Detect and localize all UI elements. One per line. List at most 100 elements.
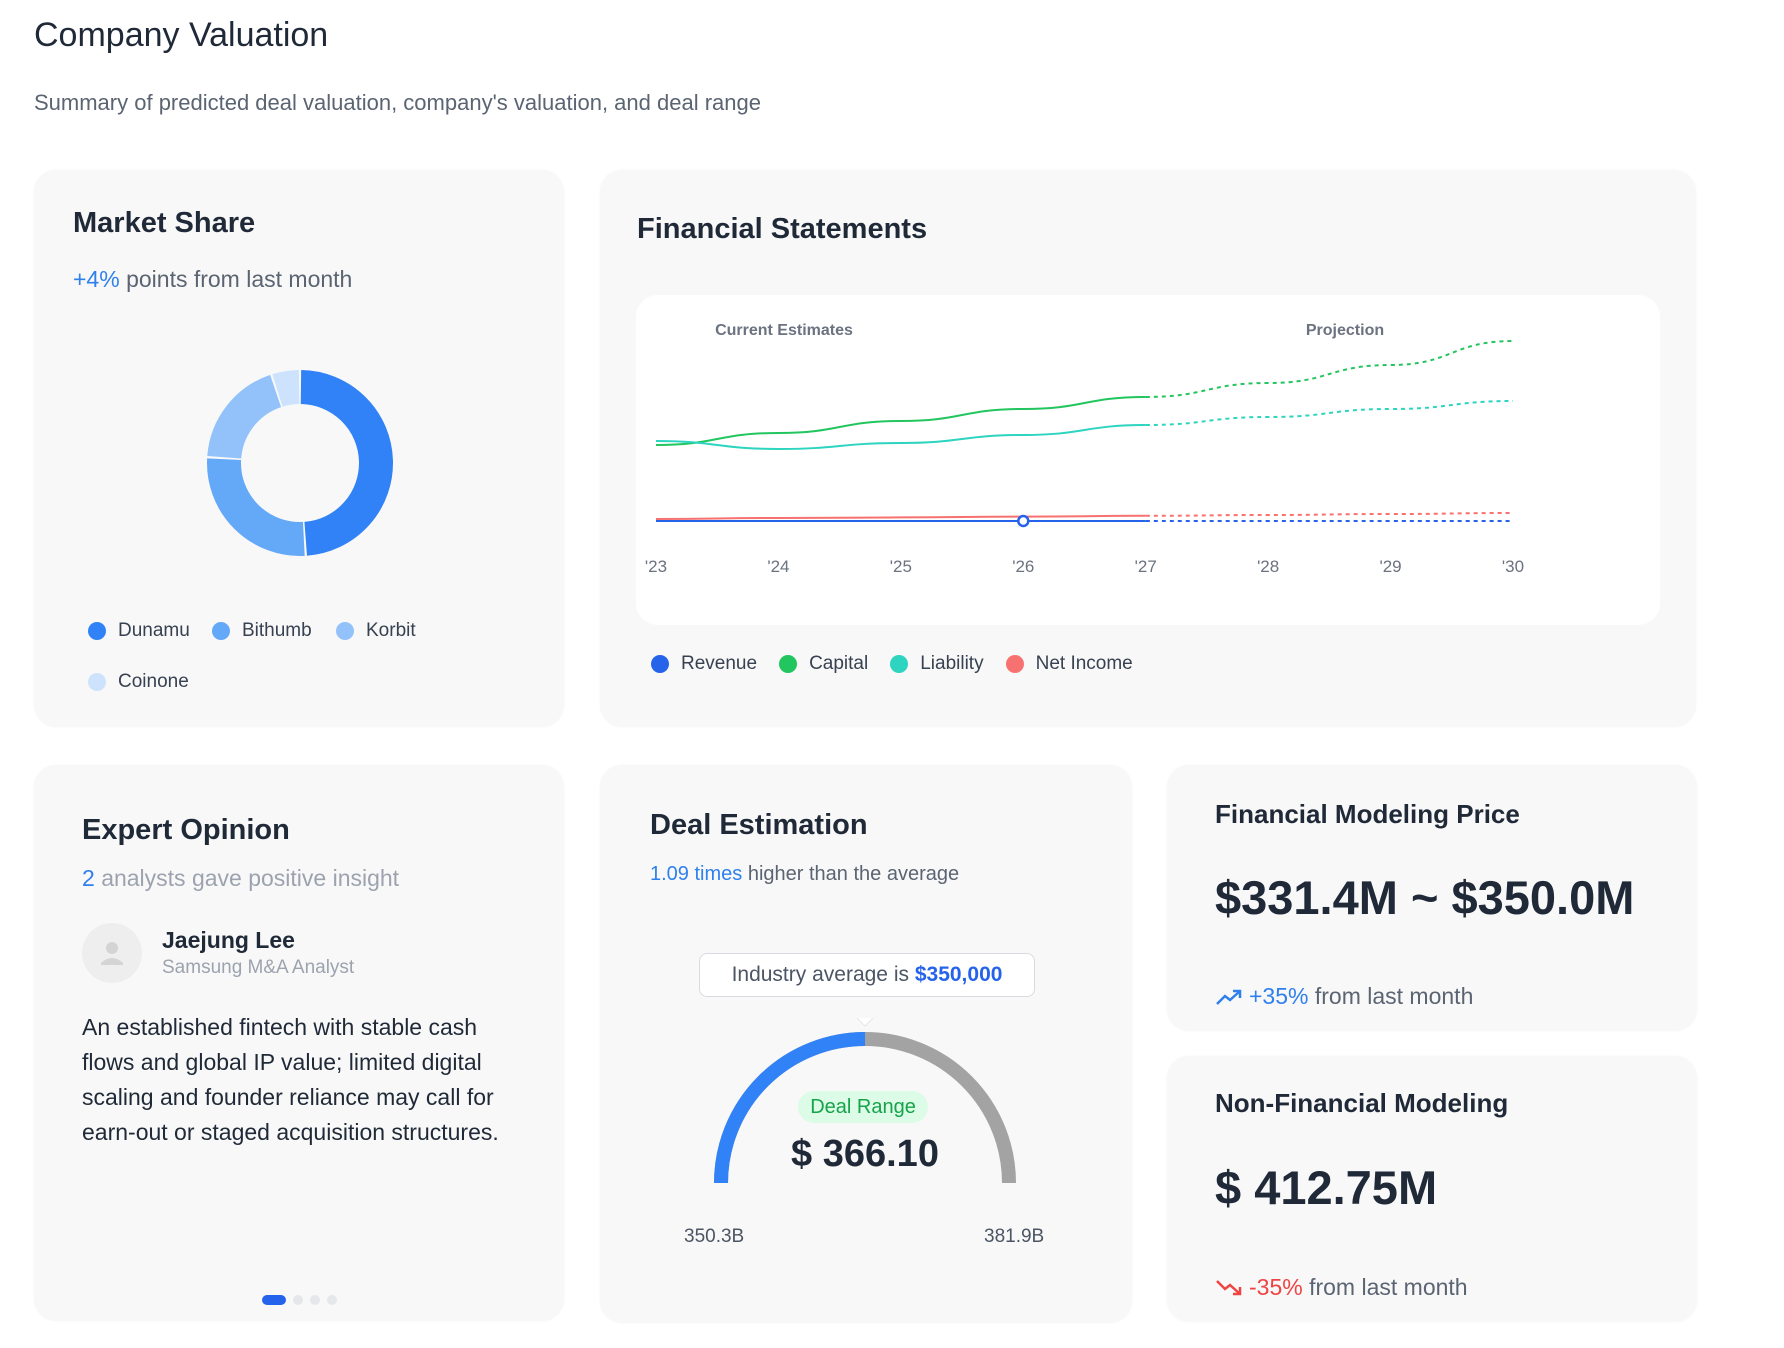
non-financial-modeling-change-value: -35% xyxy=(1249,1274,1303,1300)
revenue-point-marker[interactable] xyxy=(1017,514,1030,528)
pagination-dot[interactable] xyxy=(310,1295,320,1305)
legend-label: Revenue xyxy=(681,653,758,674)
x-tick-label: '27 xyxy=(1135,557,1157,576)
non-financial-modeling-change: -35% from last month xyxy=(1215,1274,1468,1301)
legend-label: Net Income xyxy=(1035,653,1133,674)
financial-chart-panel: Current Estimates Projection '23 '24 '25 '26 '… xyxy=(636,295,1660,625)
gauge-min-label: 350.3B xyxy=(684,1226,745,1247)
non-financial-modeling-value: $ 412.75M xyxy=(1215,1161,1438,1214)
legend-item-dunamu: Dunamu xyxy=(88,620,190,642)
financial-modeling-change: +35% from last month xyxy=(1215,983,1473,1010)
legend-item-korbit: Korbit xyxy=(336,620,416,642)
x-tick-label: '29 xyxy=(1379,557,1401,576)
legend-item-coinone: Coinone xyxy=(88,671,189,693)
donut-slice-dunamu xyxy=(300,370,393,556)
non-financial-modeling-card: Non-Financial Modeling $ 412.75M -35% fr… xyxy=(1167,1056,1697,1322)
deal-estimation-title: Deal Estimation xyxy=(650,809,868,841)
tooltip-prefix: Industry average is xyxy=(731,963,909,986)
market-share-title: Market Share xyxy=(73,207,256,239)
deal-value: $ 366.10 xyxy=(791,1133,939,1175)
series-projection-capital xyxy=(1145,340,1514,398)
legend-item-capital: Capital xyxy=(779,653,868,675)
x-tick-label: '23 xyxy=(645,557,667,576)
series-projection-liability xyxy=(1145,400,1514,426)
legend-item-bithumb: Bithumb xyxy=(212,620,312,642)
pagination-dot[interactable] xyxy=(327,1295,337,1305)
financial-modeling-change-text: from last month xyxy=(1314,983,1474,1009)
analyst-name: Jaejung Lee xyxy=(162,927,295,953)
trend-up-icon xyxy=(1216,989,1242,1005)
donut-slice-coinone xyxy=(272,370,300,407)
non-financial-modeling-change-text: from last month xyxy=(1309,1274,1468,1300)
analyst-role: Samsung M&A Analyst xyxy=(162,957,355,978)
analyst-count-text: analysts gave positive insight xyxy=(101,865,400,891)
market-share-card: Market Share +4% points from last month … xyxy=(34,170,564,727)
legend-dot xyxy=(890,655,909,673)
x-tick-label: '24 xyxy=(767,557,789,576)
legend-label: Korbit xyxy=(366,620,416,641)
x-tick-label: '28 xyxy=(1257,557,1279,576)
pagination-dot-active[interactable] xyxy=(262,1295,286,1305)
x-tick-label: '26 xyxy=(1012,557,1034,576)
opinion-text: An established fintech with stable cash … xyxy=(82,1014,499,1145)
page-subtitle: Summary of predicted deal valuation, com… xyxy=(34,90,761,115)
legend-label: Bithumb xyxy=(242,620,312,641)
donut-slice-korbit xyxy=(207,374,282,460)
legend-dot xyxy=(1005,655,1024,673)
avatar xyxy=(82,923,142,983)
market-share-change-text: points from last month xyxy=(126,266,353,292)
gauge-fill xyxy=(714,1032,866,1184)
financial-modeling-card: Financial Modeling Price $331.4M ~ $350.… xyxy=(1167,765,1697,1031)
gauge-max-label: 381.9B xyxy=(984,1226,1045,1247)
expert-opinion-summary: 2 analysts gave positive insight xyxy=(82,865,399,892)
series-line-liability xyxy=(655,424,1146,451)
x-tick-label: '25 xyxy=(890,557,912,576)
x-tick-label: '30 xyxy=(1502,557,1524,576)
deal-ratio-text: higher than the average xyxy=(747,863,960,885)
user-icon xyxy=(101,942,123,965)
expert-opinion-card: Expert Opinion 2 analysts gave positive … xyxy=(34,765,564,1321)
deal-ratio-value: 1.09 times xyxy=(650,863,743,885)
financial-modeling-value: $331.4M ~ $350.0M xyxy=(1215,871,1635,924)
legend-dot xyxy=(88,622,106,640)
legend-label: Dunamu xyxy=(118,620,190,641)
tooltip-pointer xyxy=(856,1018,874,1027)
series-line-capital xyxy=(655,396,1146,446)
legend-dot xyxy=(779,655,798,673)
deal-range-badge: Deal Range xyxy=(798,1091,928,1123)
deal-gauge xyxy=(714,1018,1016,1184)
legend-item-liability: Liability xyxy=(890,653,984,675)
legend-item-net-income: Net Income xyxy=(1005,653,1133,675)
legend-label: Liability xyxy=(920,653,984,674)
financial-modeling-change-value: +35% xyxy=(1249,983,1309,1009)
pagination-dots xyxy=(262,1295,337,1305)
financial-line-chart: Current Estimates Projection '23 '24 '25 '26 '… xyxy=(645,322,1524,576)
deal-estimation-card: Deal Estimation 1.09 times higher than t… xyxy=(600,765,1132,1323)
legend-dot xyxy=(336,622,354,640)
legend-item-revenue: Revenue xyxy=(651,653,757,675)
pagination-dot[interactable] xyxy=(293,1295,303,1305)
legend-dot xyxy=(88,673,106,691)
legend-label: Capital xyxy=(809,653,869,674)
financial-modeling-title: Financial Modeling Price xyxy=(1215,799,1520,829)
series-line-net-income xyxy=(655,514,1146,520)
financial-statements-title: Financial Statements xyxy=(637,213,928,245)
market-share-change: +4% points from last month xyxy=(73,266,352,293)
legend-label: Coinone xyxy=(118,671,189,692)
series-projection-net-income xyxy=(1145,512,1514,517)
legend-dot xyxy=(212,622,230,640)
analyst-count: 2 xyxy=(82,865,95,891)
tooltip-value: $350,000 xyxy=(914,963,1003,986)
deal-ratio: 1.09 times higher than the average xyxy=(650,863,959,886)
market-share-change-value: +4% xyxy=(73,266,120,292)
section-label-current: Current Estimates xyxy=(715,322,853,339)
non-financial-modeling-title: Non-Financial Modeling xyxy=(1215,1088,1509,1118)
donut-slice-bithumb xyxy=(207,458,305,556)
legend-dot xyxy=(651,655,669,673)
expert-opinion-title: Expert Opinion xyxy=(82,814,290,846)
market-share-donut-chart xyxy=(207,370,393,556)
page-title: Company Valuation xyxy=(34,16,329,54)
industry-average-tooltip: Industry average is $350,000 xyxy=(699,953,1035,997)
financial-statements-card: Financial Statements Current Estimates Pr… xyxy=(600,170,1696,727)
section-label-projection: Projection xyxy=(1306,322,1384,339)
